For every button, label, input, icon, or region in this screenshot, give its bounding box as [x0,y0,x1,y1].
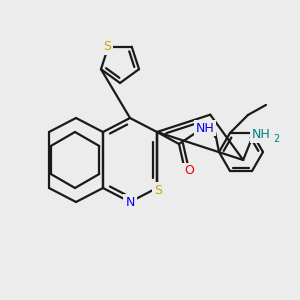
Text: N: N [125,196,135,208]
Text: O: O [184,164,194,178]
Text: NH: NH [252,128,271,142]
Text: S: S [154,184,162,196]
Text: S: S [103,40,111,53]
Text: NH: NH [196,122,214,134]
Text: 2: 2 [273,134,279,144]
